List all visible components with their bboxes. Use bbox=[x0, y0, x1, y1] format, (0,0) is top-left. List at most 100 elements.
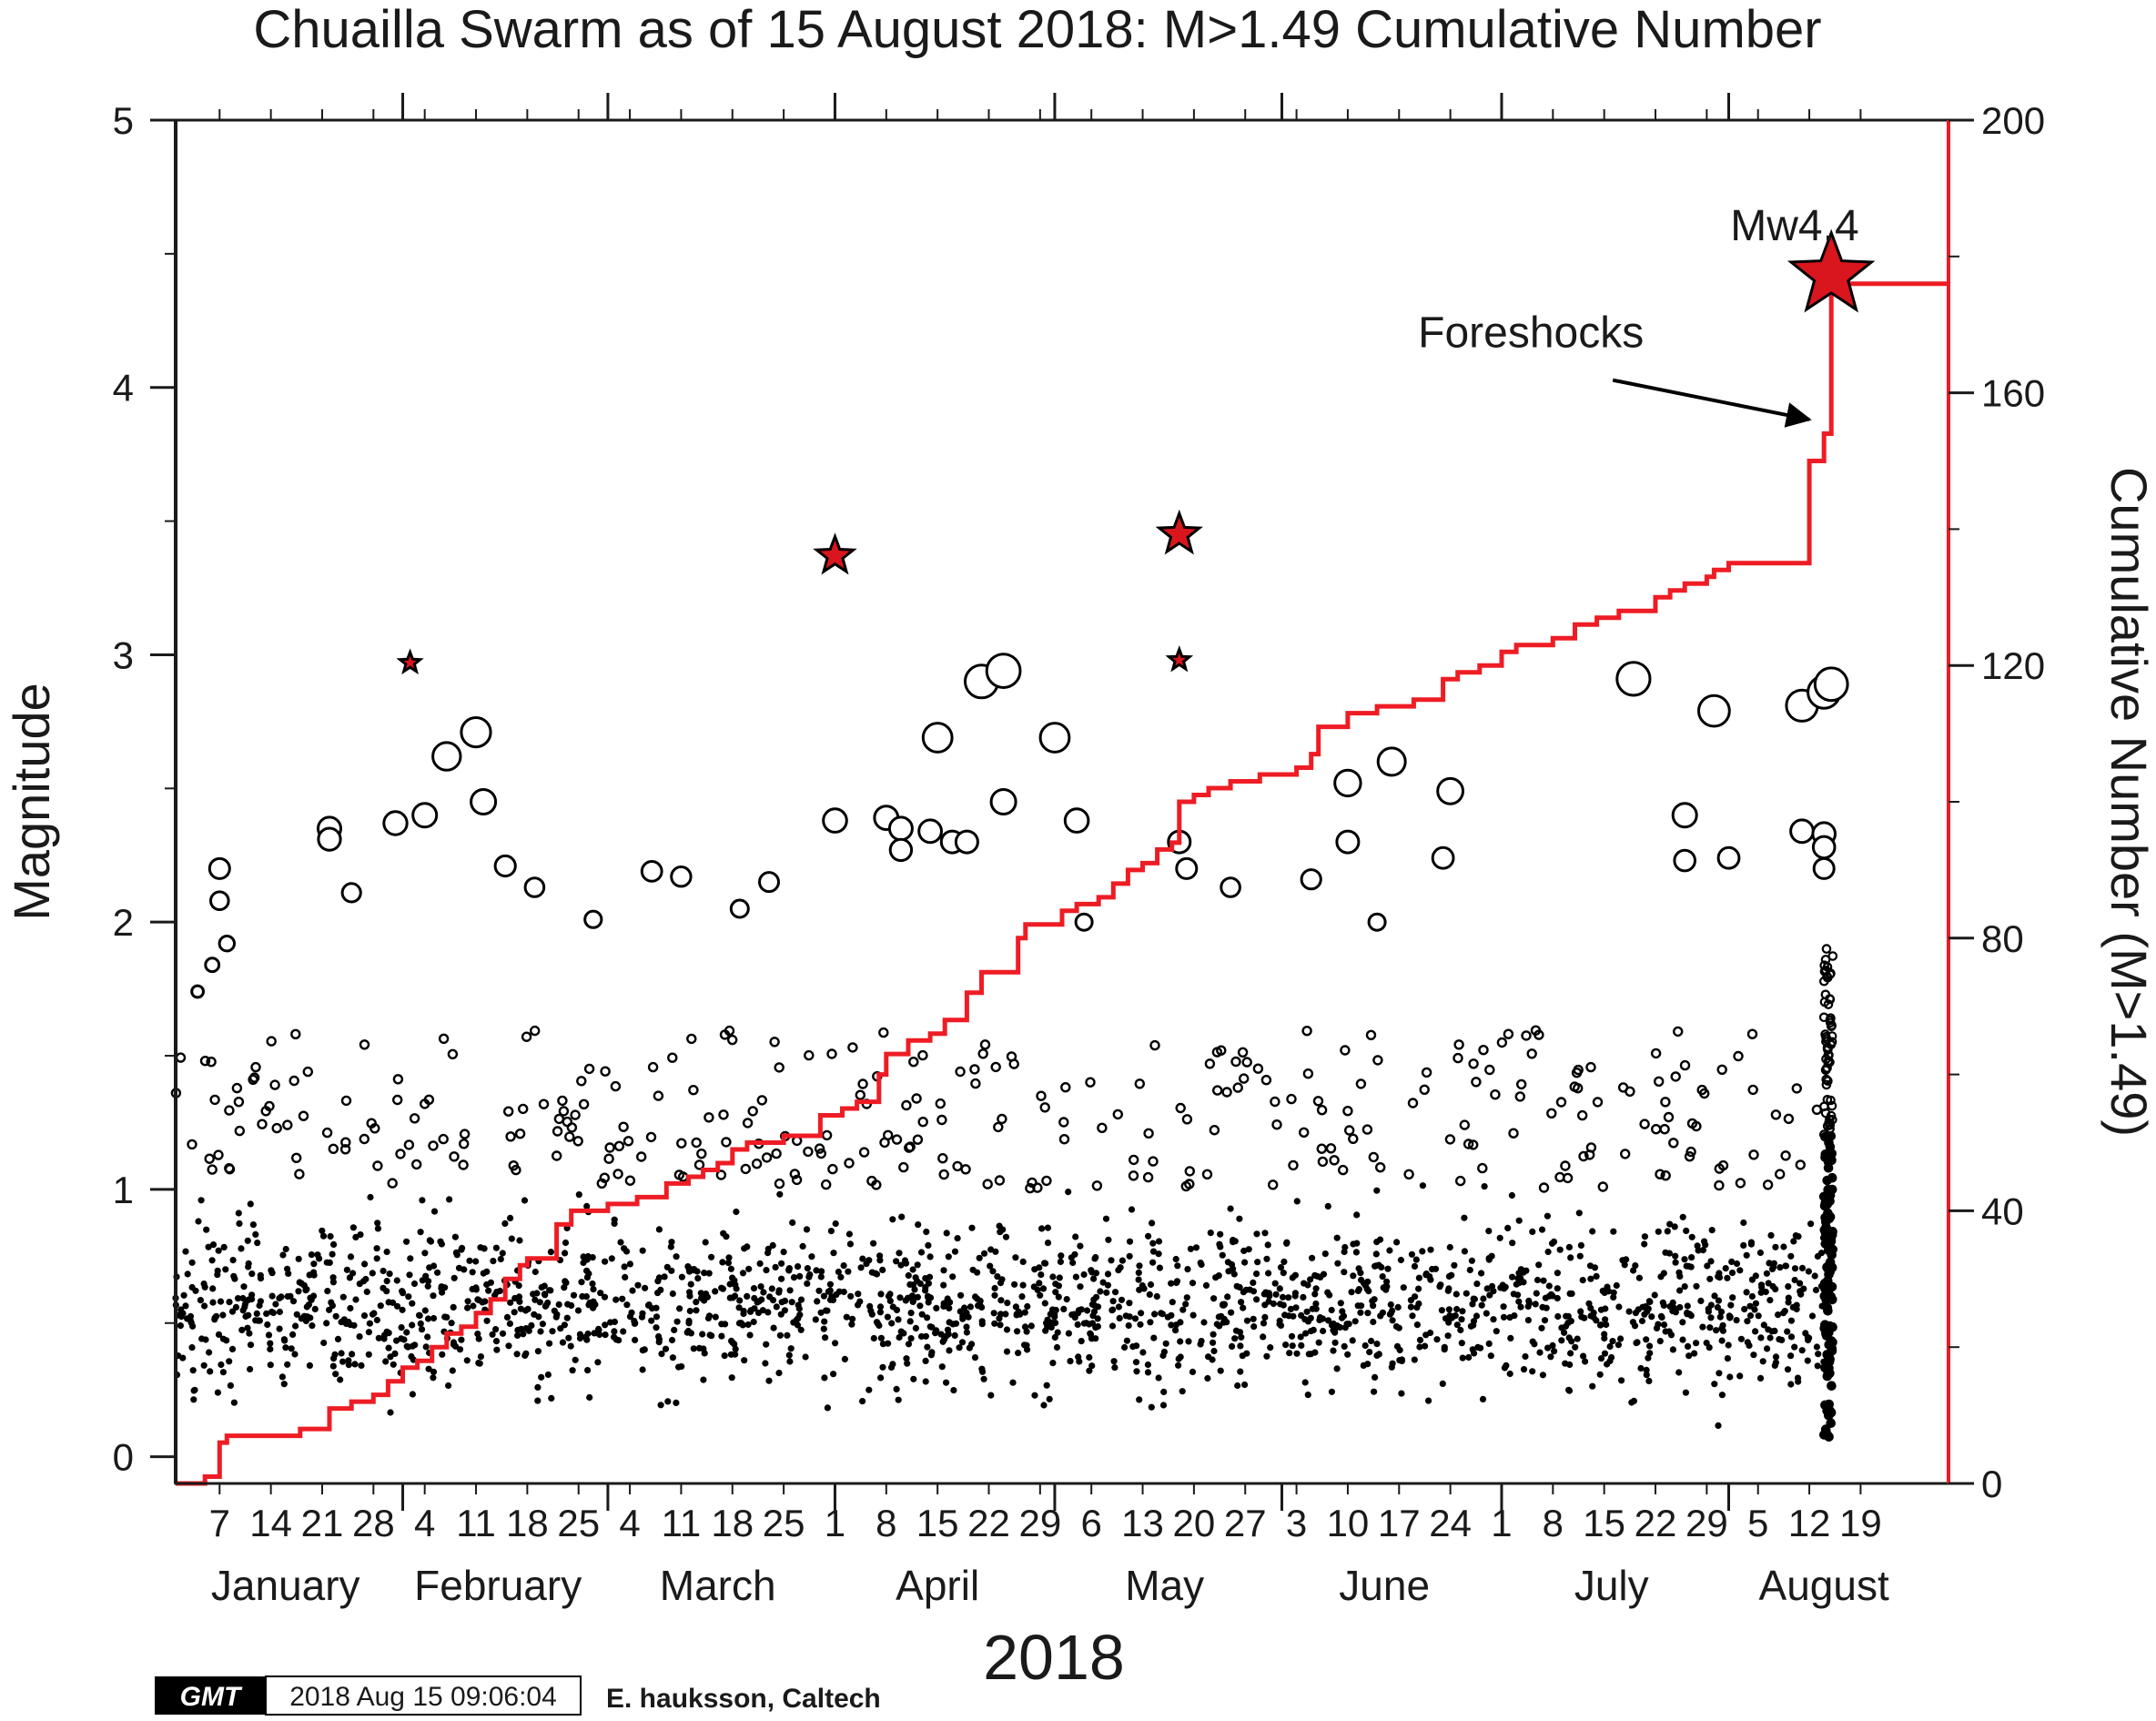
small-event bbox=[1696, 1084, 1707, 1096]
small-event bbox=[1672, 1309, 1679, 1316]
small-event bbox=[868, 1269, 876, 1276]
small-event bbox=[1397, 1256, 1404, 1264]
small-event bbox=[1425, 1397, 1432, 1404]
small-event bbox=[1582, 1358, 1589, 1365]
x-month-label: July bbox=[1574, 1562, 1649, 1609]
small-event bbox=[1312, 1096, 1324, 1107]
small-event bbox=[1716, 1313, 1724, 1321]
small-event bbox=[1416, 1336, 1424, 1343]
small-event bbox=[1664, 1228, 1671, 1235]
small-event bbox=[428, 1140, 439, 1151]
small-event bbox=[683, 1329, 691, 1336]
large-event bbox=[1716, 845, 1741, 870]
small-event bbox=[771, 1148, 782, 1159]
small-event bbox=[1529, 1228, 1536, 1235]
small-event bbox=[548, 1394, 555, 1402]
small-event bbox=[822, 1334, 829, 1341]
small-event bbox=[1672, 1259, 1679, 1266]
small-event bbox=[1241, 1259, 1249, 1266]
small-event bbox=[1572, 1343, 1579, 1351]
small-event bbox=[1657, 1273, 1665, 1281]
small-event bbox=[549, 1328, 556, 1335]
small-event bbox=[845, 1268, 852, 1275]
small-event bbox=[562, 1239, 570, 1247]
small-event bbox=[1715, 1422, 1722, 1429]
small-event bbox=[1260, 1074, 1272, 1086]
small-event bbox=[926, 1253, 934, 1260]
small-event bbox=[1283, 1240, 1291, 1247]
small-event bbox=[177, 1322, 184, 1330]
small-event bbox=[356, 1333, 363, 1341]
small-event bbox=[1555, 1097, 1567, 1108]
small-event bbox=[1086, 1353, 1093, 1362]
small-event bbox=[1824, 1138, 1834, 1148]
small-event bbox=[215, 1331, 223, 1338]
small-event bbox=[745, 1265, 753, 1272]
small-event bbox=[503, 1313, 511, 1321]
small-event bbox=[1458, 1340, 1465, 1347]
small-event bbox=[821, 1374, 828, 1382]
small-event bbox=[668, 1336, 676, 1344]
small-event bbox=[1699, 1247, 1706, 1254]
small-event bbox=[1529, 1368, 1536, 1375]
small-event bbox=[511, 1309, 518, 1316]
small-event bbox=[1767, 1231, 1775, 1239]
small-event bbox=[1276, 1285, 1283, 1292]
small-event bbox=[859, 1398, 866, 1405]
small-event bbox=[1565, 1243, 1573, 1250]
small-event bbox=[950, 1387, 957, 1394]
small-event bbox=[1726, 1312, 1733, 1320]
small-event bbox=[1823, 1235, 1833, 1245]
small-event bbox=[1463, 1139, 1474, 1149]
small-event bbox=[1744, 1339, 1751, 1346]
y2-tick-label: 120 bbox=[1981, 644, 2045, 687]
small-event bbox=[1372, 1250, 1380, 1258]
small-event bbox=[744, 1243, 751, 1250]
small-event bbox=[492, 1244, 501, 1251]
small-event bbox=[895, 1316, 902, 1323]
x-day-tick-label: 11 bbox=[662, 1502, 702, 1544]
small-event bbox=[1150, 1334, 1158, 1341]
small-event bbox=[1483, 1310, 1490, 1317]
small-event bbox=[653, 1324, 660, 1331]
small-event bbox=[409, 1321, 416, 1329]
small-event bbox=[356, 1281, 363, 1288]
small-event bbox=[305, 1301, 312, 1309]
small-event bbox=[1650, 1048, 1662, 1059]
small-event bbox=[224, 1105, 235, 1116]
small-event bbox=[604, 1142, 615, 1153]
small-event bbox=[1131, 1315, 1139, 1322]
small-event bbox=[770, 1324, 777, 1331]
small-event bbox=[1823, 1076, 1833, 1086]
small-event bbox=[1379, 1273, 1386, 1281]
small-event bbox=[331, 1351, 339, 1358]
x-month-label: May bbox=[1125, 1562, 1204, 1609]
small-event bbox=[1766, 1260, 1773, 1267]
small-event bbox=[177, 1306, 185, 1313]
small-event bbox=[290, 1028, 301, 1040]
small-event bbox=[789, 1169, 800, 1179]
small-event bbox=[1177, 1338, 1184, 1345]
small-event bbox=[1615, 1303, 1623, 1311]
small-event bbox=[1509, 1240, 1516, 1247]
small-event bbox=[844, 1158, 855, 1169]
small-event bbox=[1174, 1262, 1181, 1270]
small-event bbox=[222, 1266, 229, 1273]
small-event bbox=[1291, 1292, 1299, 1300]
small-event bbox=[1746, 1312, 1755, 1320]
small-event bbox=[1232, 1082, 1243, 1093]
small-event bbox=[1254, 1259, 1261, 1266]
small-event bbox=[1675, 1369, 1683, 1376]
small-event bbox=[231, 1275, 238, 1282]
small-event bbox=[1589, 1228, 1596, 1235]
small-event bbox=[626, 1313, 634, 1321]
small-event bbox=[840, 1262, 847, 1270]
small-event bbox=[1280, 1270, 1287, 1277]
small-event bbox=[552, 1126, 563, 1137]
small-event bbox=[351, 1361, 359, 1368]
small-event bbox=[1659, 1123, 1670, 1135]
small-event bbox=[1217, 1230, 1224, 1238]
small-event bbox=[1593, 1272, 1600, 1280]
small-event bbox=[821, 1179, 832, 1190]
small-event bbox=[959, 1312, 967, 1320]
